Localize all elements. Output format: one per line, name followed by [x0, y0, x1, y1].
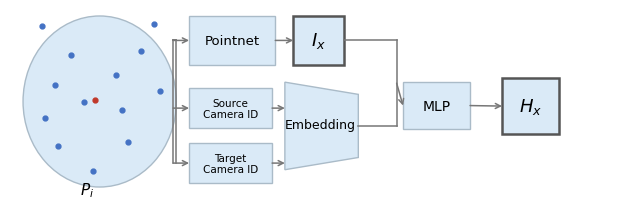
- FancyBboxPatch shape: [502, 79, 559, 134]
- FancyBboxPatch shape: [189, 144, 272, 183]
- FancyBboxPatch shape: [189, 17, 275, 65]
- Text: Source
Camera ID: Source Camera ID: [203, 98, 258, 120]
- Text: MLP: MLP: [422, 99, 451, 113]
- Text: Pointnet: Pointnet: [205, 35, 260, 48]
- Polygon shape: [285, 83, 358, 170]
- Text: Embedding: Embedding: [285, 119, 355, 132]
- Text: $H_x$: $H_x$: [519, 97, 542, 117]
- Text: Target
Camera ID: Target Camera ID: [203, 153, 258, 175]
- FancyBboxPatch shape: [403, 83, 470, 129]
- Text: $I_x$: $I_x$: [311, 31, 326, 51]
- FancyBboxPatch shape: [189, 89, 272, 128]
- Text: $P_i$: $P_i$: [80, 181, 94, 200]
- Ellipse shape: [23, 17, 176, 187]
- FancyBboxPatch shape: [293, 17, 344, 65]
